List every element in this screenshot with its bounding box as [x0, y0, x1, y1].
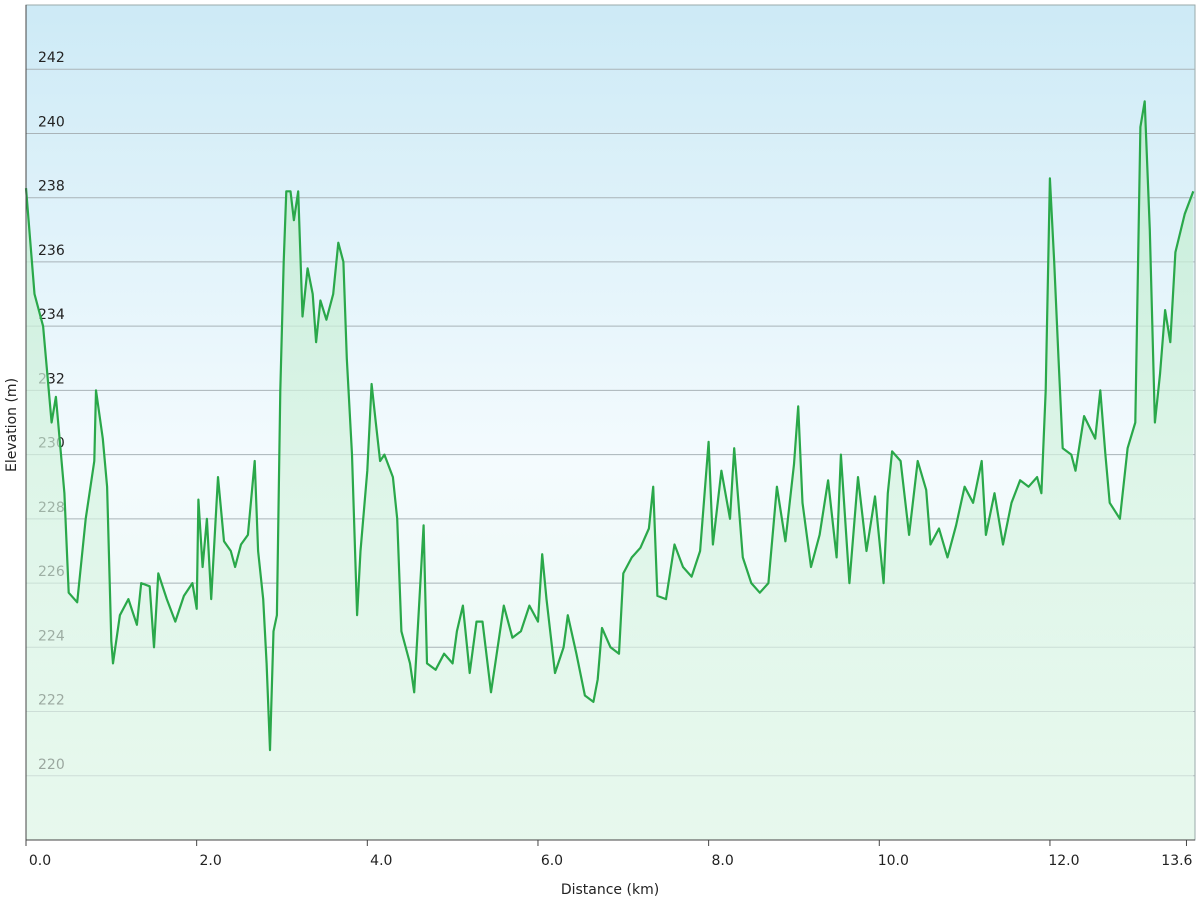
y-tick-label: 236 — [38, 243, 65, 259]
x-tick-label: 6.0 — [541, 853, 563, 869]
x-tick-label: 10.0 — [878, 853, 909, 869]
elevation-line — [24, 100, 1195, 752]
x-tick-label: 12.0 — [1048, 853, 1079, 869]
y-tick-label: 242 — [38, 50, 65, 66]
area-fill — [26, 101, 1194, 841]
x-tick-label: 0.0 — [29, 853, 51, 869]
y-tick-label: 234 — [38, 307, 65, 323]
y-axis-title: Elevation (m) — [4, 378, 20, 472]
x-tick-label: 2.0 — [200, 853, 222, 869]
x-tick-label: 4.0 — [370, 853, 392, 869]
x-tick-label: 8.0 — [711, 853, 733, 869]
x-tick-label: 13.6 — [1161, 853, 1192, 869]
x-axis-title: Distance (km) — [561, 882, 659, 898]
y-tick-label: 238 — [38, 179, 65, 195]
y-tick-label: 240 — [38, 114, 65, 130]
